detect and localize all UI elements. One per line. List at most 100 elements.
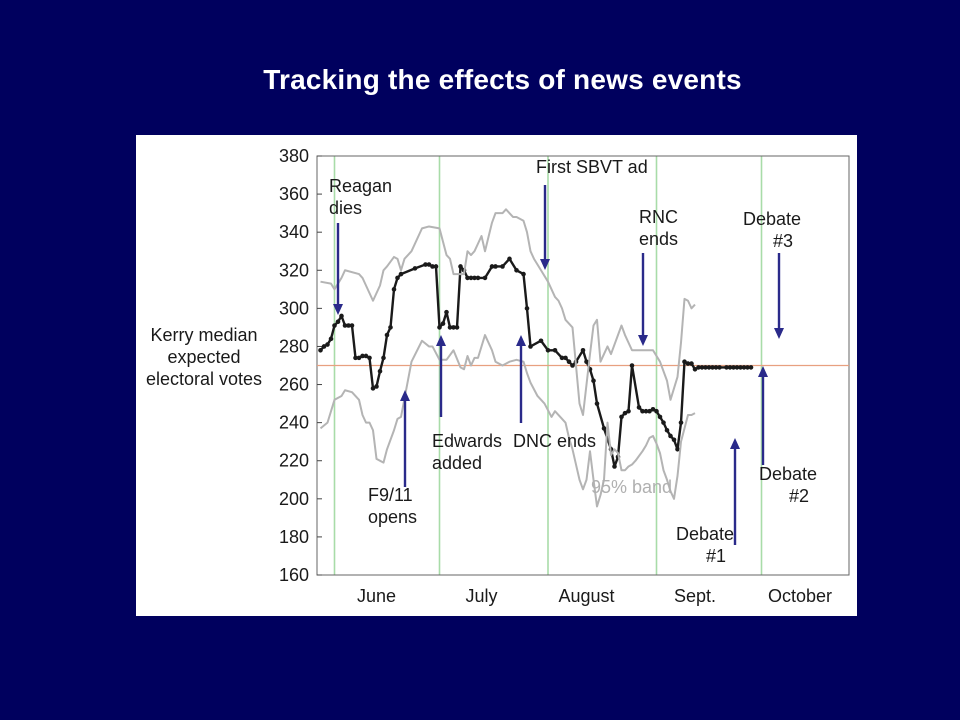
data-point bbox=[706, 365, 712, 370]
data-point bbox=[717, 365, 722, 370]
data-point bbox=[580, 347, 586, 353]
data-point bbox=[696, 365, 701, 370]
annotation-label: Debate bbox=[743, 209, 801, 229]
y-tick-label: 180 bbox=[279, 527, 309, 547]
data-point bbox=[447, 325, 453, 330]
data-point bbox=[724, 365, 729, 370]
annotation-label: Debate bbox=[759, 464, 817, 484]
data-point bbox=[710, 365, 715, 370]
data-point bbox=[675, 447, 680, 452]
annotation-label: ends bbox=[639, 229, 678, 249]
data-point bbox=[594, 401, 600, 406]
x-month-label: Sept. bbox=[674, 586, 716, 606]
annotation-label: First SBVT ad bbox=[536, 157, 648, 177]
data-point bbox=[374, 384, 379, 389]
data-point bbox=[363, 353, 369, 359]
data-point bbox=[699, 365, 705, 370]
data-point bbox=[514, 267, 519, 273]
series-band-upper-line bbox=[320, 208, 696, 417]
data-point bbox=[643, 408, 649, 414]
data-point bbox=[748, 365, 754, 370]
data-point bbox=[430, 264, 435, 269]
data-point bbox=[412, 266, 418, 271]
data-point bbox=[339, 313, 344, 319]
data-point bbox=[650, 407, 656, 412]
data-point bbox=[489, 264, 495, 269]
y-tick-label: 200 bbox=[279, 489, 309, 509]
chart: 160 180 200 220 240 260 280 300 320 340 360 380 Kerr… bbox=[146, 146, 850, 606]
data-point bbox=[356, 355, 362, 361]
x-month-label: October bbox=[768, 586, 832, 606]
annotation-label: #1 bbox=[706, 546, 726, 566]
data-point bbox=[451, 325, 456, 330]
data-point bbox=[629, 363, 635, 368]
data-point bbox=[335, 319, 341, 324]
data-point bbox=[437, 325, 442, 330]
data-point bbox=[475, 275, 481, 281]
data-point bbox=[563, 355, 568, 361]
data-point bbox=[395, 275, 400, 281]
data-point bbox=[325, 342, 330, 347]
annotation-label: F9/11 bbox=[368, 485, 413, 505]
data-point bbox=[472, 275, 477, 281]
data-point bbox=[584, 359, 589, 364]
data-point bbox=[367, 355, 372, 361]
data-point bbox=[664, 427, 670, 433]
annotation-label: opens bbox=[368, 507, 417, 527]
y-tick-label: 380 bbox=[279, 146, 309, 166]
data-point bbox=[703, 365, 708, 370]
data-point bbox=[342, 323, 348, 328]
annotation-label: dies bbox=[329, 198, 362, 218]
data-point bbox=[353, 355, 358, 361]
data-point bbox=[384, 332, 390, 338]
annotation-arrowhead bbox=[333, 304, 343, 315]
data-point bbox=[346, 323, 351, 328]
data-point bbox=[426, 262, 432, 267]
data-point bbox=[570, 363, 575, 368]
data-point bbox=[657, 414, 663, 420]
data-point bbox=[493, 264, 498, 269]
data-point bbox=[654, 408, 659, 414]
y-tick-label: 300 bbox=[279, 298, 309, 318]
data-point bbox=[381, 355, 386, 361]
y-tick-label: 240 bbox=[279, 413, 309, 433]
annotation-arrowhead bbox=[758, 366, 768, 377]
y-tick-label: 160 bbox=[279, 565, 309, 585]
data-point bbox=[647, 408, 652, 414]
annotation-arrowhead bbox=[638, 335, 648, 346]
data-point bbox=[734, 365, 740, 370]
data-point bbox=[661, 420, 666, 425]
annotation-arrowhead bbox=[436, 335, 446, 346]
data-point bbox=[524, 306, 530, 311]
data-point bbox=[640, 408, 645, 414]
y-axis-label: Kerry median bbox=[150, 325, 257, 345]
data-point bbox=[682, 359, 687, 364]
annotation-label: #2 bbox=[789, 486, 809, 506]
annotation-arrowhead bbox=[774, 328, 784, 339]
data-point bbox=[398, 271, 404, 277]
y-tick-label: 360 bbox=[279, 184, 309, 204]
data-point bbox=[566, 359, 572, 364]
data-point bbox=[440, 321, 446, 326]
data-point bbox=[685, 361, 691, 366]
data-point bbox=[500, 264, 505, 269]
annotation-label: #3 bbox=[773, 231, 793, 251]
y-tick-label: 280 bbox=[279, 336, 309, 356]
x-month-label: August bbox=[558, 586, 614, 606]
y-tick-label: 340 bbox=[279, 222, 309, 242]
data-point bbox=[458, 264, 463, 269]
band-label: 95% band bbox=[591, 477, 672, 497]
data-point bbox=[388, 325, 393, 330]
data-point bbox=[370, 386, 376, 391]
slide-title: Tracking the effects of news events bbox=[263, 64, 742, 95]
annotation-label: Debate bbox=[676, 524, 734, 544]
y-axis-label: electoral votes bbox=[146, 369, 262, 389]
data-point bbox=[349, 323, 355, 328]
x-month-label: July bbox=[465, 586, 497, 606]
data-point bbox=[636, 405, 642, 410]
data-point bbox=[731, 365, 736, 370]
annotation-arrowhead bbox=[730, 438, 740, 449]
chart-panel: 160 180 200 220 240 260 280 300 320 340 360 380 Kerr… bbox=[136, 135, 857, 616]
data-point bbox=[332, 323, 337, 328]
data-point bbox=[465, 275, 470, 281]
